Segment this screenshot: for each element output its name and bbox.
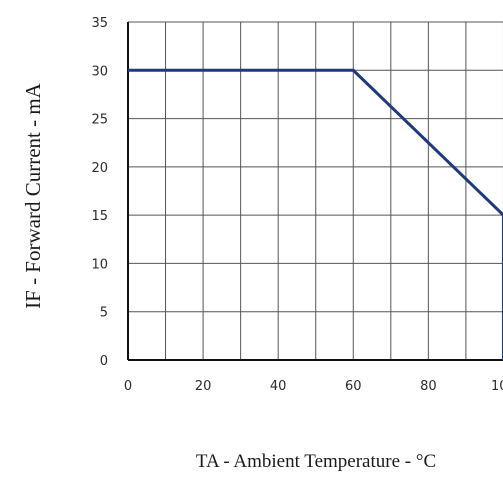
y-tick-label: 5 bbox=[100, 306, 108, 321]
x-tick-labels: 0 20 40 60 80 100 bbox=[124, 379, 503, 394]
x-tick-label: 40 bbox=[270, 379, 287, 394]
y-tick-label: 30 bbox=[91, 64, 108, 79]
axes bbox=[127, 22, 503, 361]
grid bbox=[128, 21, 503, 360]
y-axis-title: IF - Forward Current - mA bbox=[21, 82, 45, 309]
series-layer bbox=[128, 68, 503, 360]
x-tick-label: 100 bbox=[491, 379, 503, 394]
x-tick-label: 20 bbox=[195, 379, 212, 394]
y-tick-labels: 0 5 10 15 20 25 30 35 bbox=[91, 16, 108, 369]
series-line-0 bbox=[128, 68, 503, 360]
x-tick-label: 60 bbox=[345, 379, 362, 394]
x-tick-label: 0 bbox=[124, 379, 132, 394]
x-axis-title: TA - Ambient Temperature - °C bbox=[196, 451, 436, 472]
y-tick-label: 25 bbox=[91, 113, 108, 128]
y-tick-label: 15 bbox=[91, 209, 108, 224]
y-tick-label: 10 bbox=[91, 257, 108, 272]
x-tick-label: 80 bbox=[420, 379, 437, 394]
y-tick-label: 20 bbox=[91, 161, 108, 176]
y-tick-label: 0 bbox=[100, 354, 108, 369]
y-tick-label: 35 bbox=[91, 16, 108, 31]
